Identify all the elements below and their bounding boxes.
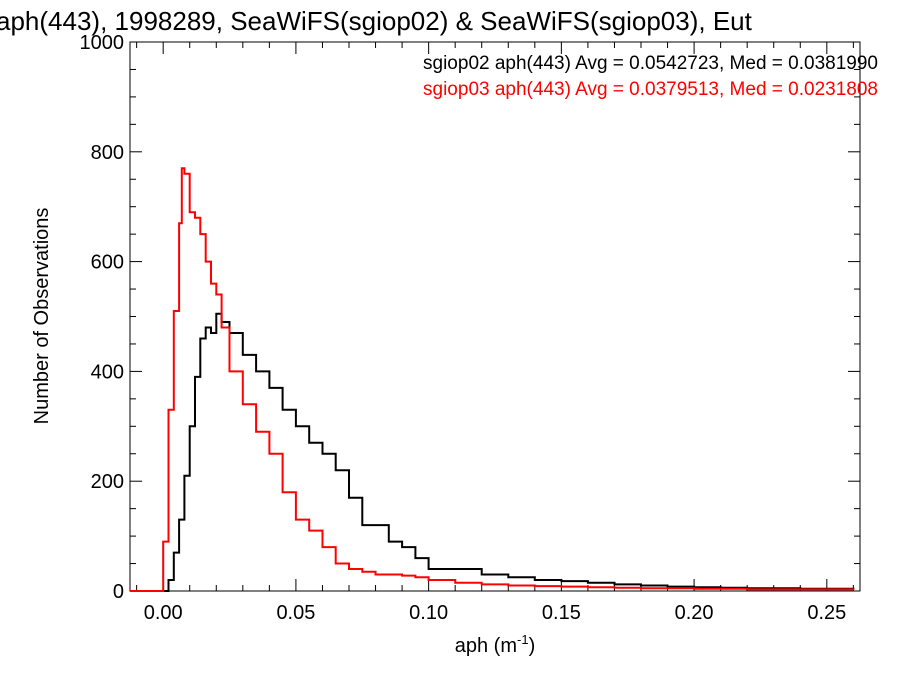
x-tick-label-3: 0.15 (542, 602, 581, 624)
series-line-sgiop02 (130, 312, 855, 592)
y-tick-label-3: 600 (91, 252, 124, 274)
x-axis-label: aph (m-1) (455, 632, 535, 657)
y-tick-label-1: 200 (91, 471, 124, 493)
x-axis-label-main: aph (m (455, 635, 517, 657)
x-tick-label-0: 0.00 (144, 602, 183, 624)
y-tick-label-2: 400 (91, 361, 124, 383)
x-tick-label-4: 0.20 (675, 602, 714, 624)
legend-sgiop03: sgiop03 aph(443) Avg = 0.0379513, Med = … (423, 79, 878, 100)
y-tick-label-5: 1000 (80, 32, 125, 54)
legend-sgiop02: sgiop02 aph(443) Avg = 0.0542723, Med = … (423, 53, 878, 74)
x-tick-label-5: 0.25 (807, 602, 846, 624)
x-tick-label-2: 0.10 (409, 602, 448, 624)
x-axis: 0.00 0.05 0.10 0.15 0.20 0.25 (136, 42, 854, 624)
x-axis-label-close: ) (529, 635, 536, 657)
chart-title: aph(443), 1998289, SeaWiFS(sgiop02) & Se… (0, 6, 753, 36)
plot-frame (129, 41, 861, 592)
y-tick-label-0: 0 (113, 581, 124, 603)
y-axis-label: Number of Observations (31, 208, 53, 425)
y-tick-label-4: 800 (91, 142, 124, 164)
x-axis-label-superscript: -1 (517, 632, 529, 647)
y-axis: 0 200 400 600 800 1000 (80, 32, 860, 603)
x-tick-label-1: 0.05 (276, 602, 315, 624)
series-line-sgiop03 (130, 167, 855, 592)
